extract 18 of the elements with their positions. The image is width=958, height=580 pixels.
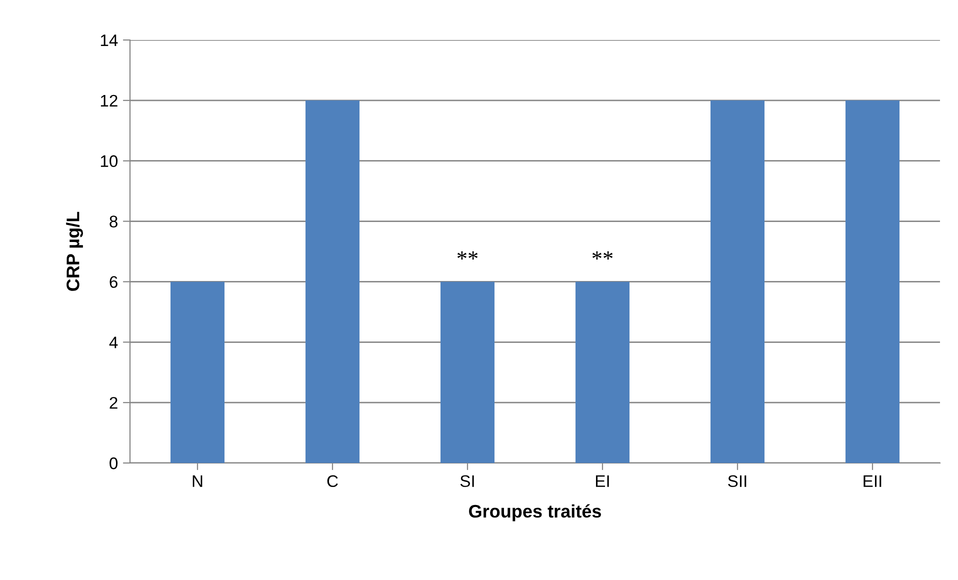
x-tick-label: SI xyxy=(460,475,474,488)
y-axis-title: CRP µg/L xyxy=(66,212,83,291)
y-tick-label: 6 xyxy=(110,276,118,288)
x-tick-label: EII xyxy=(864,475,882,487)
annotation: ** xyxy=(457,251,478,260)
y-tick-label: 14 xyxy=(100,34,118,46)
x-tick-label: C xyxy=(327,475,338,488)
x-tick-label: EI xyxy=(596,475,609,487)
y-tick-label: 12 xyxy=(100,94,118,106)
annotation: ** xyxy=(592,251,613,260)
y-tick-label: 2 xyxy=(110,396,118,409)
y-tick-label: 8 xyxy=(110,216,118,228)
x-tick-label: N xyxy=(192,475,202,487)
y-tick-label: 0 xyxy=(110,457,118,470)
y-tick-label: 4 xyxy=(109,336,118,348)
x-axis-title: Groupes traités xyxy=(469,504,601,522)
x-tick-label: SII xyxy=(728,475,746,488)
y-tick-label: 10 xyxy=(100,155,118,168)
